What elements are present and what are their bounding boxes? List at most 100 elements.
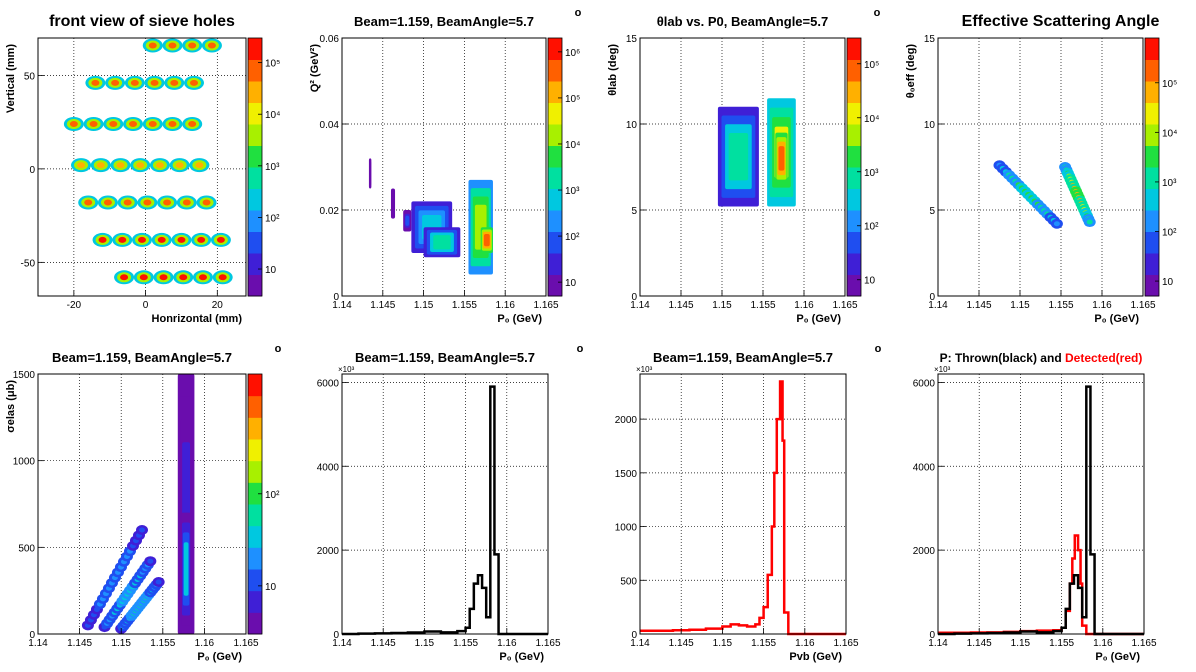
- sieve-hole-core: [168, 42, 177, 49]
- colorbar-segment: [1145, 102, 1159, 125]
- x-tick-label: 1.165: [233, 638, 258, 649]
- colorbar-segment: [548, 210, 562, 232]
- colorbar-segment: [248, 525, 262, 548]
- colorbar-tick-label: 10²: [864, 222, 879, 233]
- y-tick-label: 2000: [317, 546, 340, 557]
- colorbar-segment: [1145, 210, 1159, 232]
- x-tick-label: 1.16: [795, 638, 815, 649]
- colorbar-segment: [847, 102, 861, 125]
- x-tick-label: 1.15: [414, 300, 434, 311]
- chart-title: P: Thrown(black) and Detected(red): [940, 351, 1143, 365]
- x-tick-label: 1.14: [28, 638, 48, 649]
- colorbar-segment: [548, 167, 562, 189]
- sieve-hole-core: [198, 274, 207, 281]
- colorbar-segment: [1145, 231, 1159, 254]
- x-tick-label: 1.155: [1049, 638, 1074, 649]
- axis-exponent-label: ×10³: [636, 365, 653, 374]
- y-tick-label: 0.02: [320, 206, 340, 217]
- colorbar-segment: [1145, 167, 1159, 189]
- x-tick-label: 1.145: [371, 638, 396, 649]
- colorbar-segment: [248, 439, 262, 462]
- x-tick-label: 1.16: [1092, 300, 1112, 311]
- colorbar-segment: [847, 210, 861, 232]
- sieve-hole-core: [218, 274, 227, 281]
- chart-title-red: Detected(red): [1065, 351, 1142, 365]
- colorbar-tick-label: 10²: [265, 213, 280, 224]
- heatmap-band-core: [1053, 221, 1060, 227]
- x-tick-label: 1.15: [713, 638, 733, 649]
- sieve-hole-core: [91, 79, 100, 86]
- colorbar-segment: [248, 590, 262, 613]
- x-axis-label: P₀ (GeV): [499, 651, 544, 663]
- colorbar-segment: [1145, 38, 1159, 60]
- x-tick-label: -20: [67, 300, 82, 311]
- colorbar-segment: [548, 81, 562, 103]
- x-tick-label: 1.16: [497, 638, 517, 649]
- colorbar-segment: [548, 59, 562, 82]
- colorbar-segment: [1145, 253, 1159, 275]
- sieve-hole-core: [69, 121, 78, 127]
- colorbar-tick-label: 10⁴: [1162, 128, 1177, 139]
- heatmap-band-core: [155, 579, 162, 585]
- y-tick-label: 0.04: [320, 120, 340, 131]
- colorbar-segment: [248, 231, 262, 254]
- y-tick-label: 500: [620, 576, 637, 587]
- colorbar-tick-label: 10²: [265, 490, 280, 501]
- x-tick-label: 1.15: [712, 300, 732, 311]
- chart-panel-eff: 10 10² 10³ 10⁴ 10⁵ 1.14 1.145 1.15 1.155 1.16 1.16…: [905, 13, 1177, 325]
- x-tick-label: 1.165: [533, 300, 558, 311]
- y-tick-label: 0: [929, 630, 935, 641]
- colorbar-tick-label: 10⁵: [1162, 79, 1177, 90]
- colorbar-segment: [847, 38, 861, 60]
- colorbar-segment: [548, 38, 562, 60]
- x-tick-label: 1.145: [966, 300, 991, 311]
- colorbar-segment: [847, 231, 861, 254]
- colorbar-tick-label: 10²: [565, 232, 580, 243]
- colorbar-tick-label: 10⁴: [864, 114, 879, 125]
- y-tick-label: 6000: [913, 378, 936, 389]
- sieve-hole-core: [195, 162, 204, 169]
- heatmap-cell: [483, 233, 490, 247]
- chart-panel-compare: ×10³ 1.14 1.145 1.15 1.155 1.16 1.165 0 2000 4000…: [913, 351, 1157, 663]
- colorbar-tick-label: 10³: [265, 162, 280, 173]
- sieve-hole-core: [170, 79, 179, 86]
- sieve-hole-core: [138, 236, 146, 243]
- x-tick-label: 1.145: [370, 300, 395, 311]
- sieve-hole-core: [216, 236, 225, 243]
- sieve-hole-core: [96, 162, 105, 169]
- x-tick-label: 1.14: [630, 300, 650, 311]
- x-tick-label: 1.14: [630, 638, 650, 649]
- y-tick-label: 15: [626, 34, 638, 45]
- heatmap-cell: [728, 132, 749, 181]
- plot-frame: [341, 373, 549, 635]
- sieve-hole-core: [129, 121, 138, 127]
- chart-title: Effective Scattering Angle: [962, 13, 1160, 30]
- colorbar-segment: [847, 81, 861, 103]
- sieve-hole-core: [136, 162, 145, 169]
- y-tick-label: 10: [924, 120, 936, 131]
- y-axis-label: θ₀eff (deg): [905, 44, 917, 99]
- colorbar-segment: [248, 253, 262, 275]
- x-axis-label: P₀ (GeV): [497, 313, 542, 325]
- x-tick-label: 1.145: [668, 300, 693, 311]
- sieve-hole-core: [84, 199, 93, 206]
- y-tick-label: 4000: [317, 462, 340, 473]
- chart-title: Beam=1.159, BeamAngle=5.7: [52, 350, 232, 365]
- colorbar-segment: [1145, 124, 1159, 146]
- colorbar-segment: [548, 124, 562, 146]
- axis-exponent-label: ×10³: [338, 365, 355, 374]
- sieve-hole-core: [182, 199, 191, 206]
- x-tick-label: 1.145: [669, 638, 694, 649]
- colorbar-segment: [248, 210, 262, 232]
- plot-frame: [937, 373, 1145, 635]
- x-tick-label: 1.165: [833, 638, 858, 649]
- y-tick-label: 1500: [615, 469, 638, 480]
- colorbar-segment: [248, 102, 262, 125]
- plot-frame: [937, 37, 1144, 297]
- y-tick-label: 0: [631, 292, 637, 303]
- sieve-hole-core: [150, 79, 159, 86]
- y-tick-label: 4000: [913, 462, 936, 473]
- sieve-hole-core: [155, 162, 164, 169]
- colorbar-tick-label: 10⁴: [565, 140, 580, 151]
